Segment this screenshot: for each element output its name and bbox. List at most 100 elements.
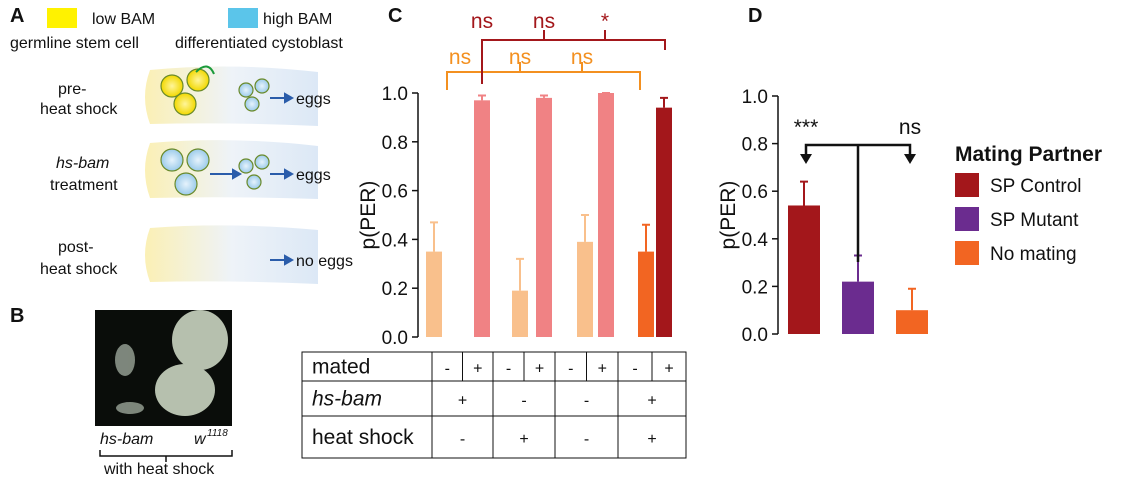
- legend-sub: differentiated cystoblast: [175, 35, 343, 52]
- cell: -: [460, 431, 465, 448]
- bar: [842, 281, 874, 334]
- annotation: ***: [794, 116, 819, 139]
- table-frame: [301, 351, 687, 459]
- caption: with heat shock: [103, 461, 215, 477]
- legend-label: SP Mutant: [990, 210, 1079, 231]
- annotation: ns: [509, 46, 531, 69]
- cell: +: [647, 431, 656, 448]
- row-label: heat shock: [312, 426, 414, 449]
- bar: [577, 241, 593, 337]
- legend-label: No mating: [990, 244, 1077, 265]
- legend-sub: germline stem cell: [10, 35, 139, 52]
- bar: [426, 251, 442, 337]
- error-bar: [478, 94, 486, 101]
- error-bar: [516, 257, 524, 291]
- bracket: [99, 450, 233, 462]
- y-tick-label: 0.2: [382, 279, 408, 300]
- panel-label: A: [10, 5, 24, 27]
- y-tick-label: 0.6: [382, 182, 408, 203]
- error-bar: [581, 214, 589, 242]
- bar: [536, 97, 552, 337]
- annotation: ns: [449, 46, 471, 69]
- bar: [788, 205, 820, 334]
- row-label: treatment: [50, 177, 118, 194]
- y-tick-label: 0.4: [742, 230, 769, 251]
- ovary: [145, 225, 318, 284]
- row-label: mated: [312, 356, 370, 379]
- y-tick-label: 0.4: [382, 230, 409, 251]
- error-bar: [908, 287, 916, 311]
- bar: [638, 251, 654, 337]
- y-tick-label: 1.0: [382, 84, 408, 105]
- bar: [598, 93, 614, 337]
- cell: +: [458, 393, 467, 410]
- row-label: post-: [58, 239, 94, 256]
- y-axis-label: p(PER): [717, 181, 740, 250]
- legend-text: low BAM: [92, 11, 155, 28]
- error-bar: [660, 96, 668, 108]
- cell: +: [647, 393, 656, 410]
- y-tick-label: 0.0: [742, 325, 768, 346]
- bar: [656, 107, 672, 337]
- error-bar: [540, 94, 548, 98]
- outcome: no eggs: [296, 253, 353, 270]
- legend-swatch: [955, 207, 979, 231]
- annotation: ns: [899, 116, 921, 139]
- cell: -: [632, 361, 637, 378]
- outcome: eggs: [296, 167, 331, 184]
- significance-bracket: [446, 62, 641, 90]
- row-label: hs-bam: [312, 388, 382, 411]
- cell: -: [445, 361, 450, 378]
- annotation: ns: [571, 46, 593, 69]
- arrows: [210, 92, 295, 266]
- row-label: heat shock: [40, 261, 118, 278]
- ovaries-photo: [115, 310, 228, 416]
- row-label: heat shock: [40, 101, 118, 118]
- panel-label: C: [388, 5, 402, 27]
- row-label: pre-: [58, 81, 86, 98]
- error-bar: [642, 223, 650, 252]
- y-tick-label: 0.0: [382, 328, 408, 349]
- cell: -: [521, 393, 526, 410]
- cell: -: [506, 361, 511, 378]
- cell: +: [473, 361, 482, 378]
- bar: [512, 290, 528, 337]
- y-tick-label: 1.0: [742, 87, 768, 108]
- significance-bracket: [481, 30, 666, 84]
- panel-label: D: [748, 5, 762, 27]
- cycle-arrow: [195, 65, 215, 75]
- legend-swatch: [955, 241, 979, 265]
- legend-swatch: [228, 8, 258, 28]
- legend-swatch: [955, 173, 979, 197]
- bar: [896, 310, 928, 334]
- y-axis-label: p(PER): [357, 181, 380, 250]
- cell: +: [519, 431, 528, 448]
- bar: [474, 100, 490, 337]
- legend-label: SP Control: [990, 176, 1082, 197]
- cell: +: [664, 361, 673, 378]
- annotation: ns: [533, 10, 555, 33]
- genotype: hs-bam: [100, 431, 153, 448]
- significance-bracket: [804, 143, 912, 262]
- cell: -: [584, 393, 589, 410]
- legend-swatch: [47, 8, 77, 28]
- superscript: 1118: [207, 428, 228, 439]
- genotype: w: [194, 431, 207, 448]
- cell: +: [598, 361, 607, 378]
- cell: -: [568, 361, 573, 378]
- cell: -: [584, 431, 589, 448]
- y-tick-label: 0.2: [742, 277, 768, 298]
- cell: +: [535, 361, 544, 378]
- legend-text: high BAM: [263, 11, 332, 28]
- y-tick-label: 0.8: [742, 135, 768, 156]
- panel-label: B: [10, 305, 24, 327]
- error-bar: [430, 221, 438, 252]
- row-label: hs-bam: [56, 155, 109, 172]
- annotation: ns: [471, 10, 493, 33]
- y-tick-label: 0.6: [742, 182, 768, 203]
- outcome: eggs: [296, 91, 331, 108]
- cells: [160, 68, 270, 196]
- annotation: *: [601, 10, 609, 33]
- y-tick-label: 0.8: [382, 133, 408, 154]
